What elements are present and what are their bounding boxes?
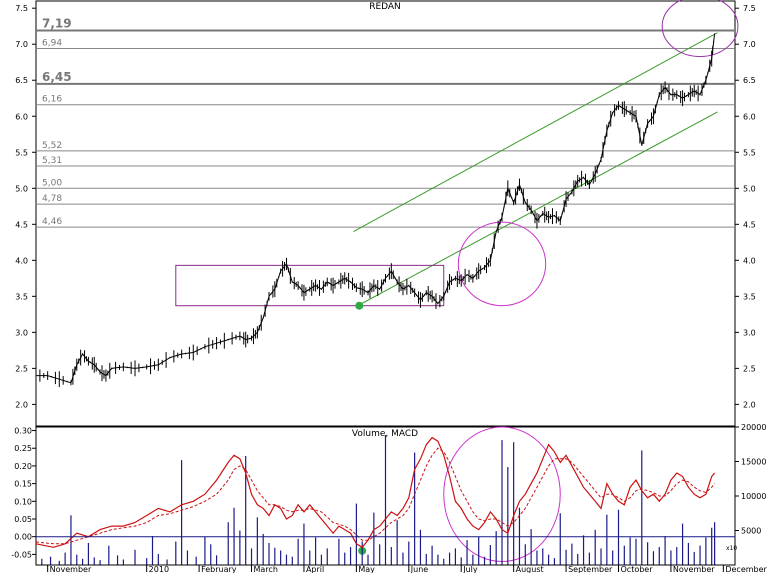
level-label: 5,00 <box>42 178 62 188</box>
macd-y-tick-label: -0.05 <box>11 550 32 559</box>
price-y-tick-label-right: 2.5 <box>743 364 756 373</box>
level-label: 4,46 <box>42 217 62 227</box>
level-label: 6,45 <box>42 70 72 84</box>
price-annotations <box>175 0 739 310</box>
price-y-tick-label-left: 7.5 <box>15 4 28 13</box>
highlight-ellipse <box>661 0 739 57</box>
price-y-tick-label-right: 5.0 <box>743 184 756 193</box>
x-axis: November 2010 February March April May June Jul… <box>36 564 768 573</box>
price-y-tick-label-left: 6.0 <box>15 112 28 121</box>
x-tick-label: May <box>358 565 375 573</box>
level-label: 6,94 <box>42 39 62 49</box>
price-y-tick-label-right: 2.0 <box>743 400 756 409</box>
price-y-tick-label-left: 5.5 <box>15 148 28 157</box>
price-y-tick-label-left: 7.0 <box>15 40 28 49</box>
macd-y-axis-left: -0.05 0.00 0.05 0.10 0.15 0.20 0.25 0.30 <box>11 427 735 559</box>
volume-y-tick-label: 20000 <box>741 423 766 432</box>
macd-y-tick-label: 0.05 <box>14 515 32 524</box>
price-y-tick-label-right: 6.0 <box>743 112 756 121</box>
volume-scale-note: x10 <box>726 545 737 552</box>
macd-y-tick-label: 0.15 <box>14 480 32 489</box>
x-tick-label: July <box>462 565 478 573</box>
range-box <box>175 264 445 307</box>
price-y-tick-label-right: 3.5 <box>743 292 756 301</box>
price-y-tick-label-right: 7.5 <box>743 4 756 13</box>
price-y-axis-left: 2.0 2.5 3.0 3.5 4.0 4.5 5.0 5.5 6.0 6.5 7.0 7.5 <box>15 4 36 409</box>
level-label: 5,31 <box>42 156 62 166</box>
macd-y-tick-label: 0.25 <box>14 444 32 453</box>
macd-line <box>35 436 716 549</box>
price-y-tick-label-left: 4.5 <box>15 220 28 229</box>
price-y-tick-label-left: 3.0 <box>15 328 28 337</box>
lower-chart-title: Volume, MACD <box>352 429 418 439</box>
price-line <box>36 33 716 384</box>
price-y-tick-label-left: 6.5 <box>15 76 28 85</box>
x-tick-label: December <box>725 565 767 573</box>
level-label: 7,19 <box>42 17 72 31</box>
volume-y-tick-label: 15000 <box>741 458 766 467</box>
level-label: 6,16 <box>42 95 62 105</box>
x-tick-label: 2010 <box>149 565 169 573</box>
channel-line <box>353 32 718 232</box>
x-tick-label: August <box>516 565 544 573</box>
volume-y-axis-right: 5000 10000 15000 20000 <box>735 423 766 536</box>
price-y-tick-label-left: 4.0 <box>15 256 28 265</box>
x-tick-label: April <box>306 565 324 573</box>
x-tick-label: November <box>673 565 715 573</box>
macd-y-tick-label: 0.10 <box>14 497 32 506</box>
price-y-tick-label-right: 3.0 <box>743 328 756 337</box>
price-y-tick-label-left: 3.5 <box>15 292 28 301</box>
level-label: 4,78 <box>42 194 62 204</box>
signal-marker <box>355 301 364 310</box>
x-tick-label: June <box>410 565 429 573</box>
price-y-tick-label-right: 4.0 <box>743 256 756 265</box>
macd-lines <box>35 436 716 549</box>
x-tick-label: September <box>568 565 613 573</box>
price-y-tick-label-left: 2.5 <box>15 364 28 373</box>
x-tick-label: October <box>621 565 654 573</box>
volume-bars <box>41 435 716 565</box>
x-tick-label: November <box>50 565 92 573</box>
volume-y-tick-label: 10000 <box>741 492 766 501</box>
price-level-lines: 7,19 6,94 6,45 6,16 5,52 5,31 5,00 4,78 4,46 <box>36 17 735 228</box>
price-y-tick-label-left: 5.0 <box>15 184 28 193</box>
macd-signal-line <box>35 447 715 545</box>
channel-line <box>356 111 718 307</box>
macd-y-tick-label: 0.00 <box>14 533 32 542</box>
price-y-tick-label-right: 5.5 <box>743 148 756 157</box>
x-tick-label: February <box>201 565 237 573</box>
price-y-tick-label-left: 2.0 <box>15 400 28 409</box>
level-label: 5,52 <box>42 141 62 151</box>
macd-y-tick-label: 0.20 <box>14 462 32 471</box>
price-y-tick-label-right: 6.5 <box>743 76 756 85</box>
price-series <box>35 33 716 388</box>
x-tick-label: March <box>254 565 278 573</box>
macd-y-tick-label: 0.30 <box>14 427 32 436</box>
highlight-ellipse <box>457 221 547 307</box>
price-chart-title: REDAN <box>369 2 401 12</box>
price-y-axis-right: 2.0 2.5 3.0 3.5 4.0 4.5 5.0 5.5 6.0 6.5 7.0 7.5 <box>735 4 756 409</box>
price-y-tick-label-right: 4.5 <box>743 220 756 229</box>
price-y-tick-label-right: 7.0 <box>743 40 756 49</box>
volume-y-tick-label: 5000 <box>741 527 761 536</box>
